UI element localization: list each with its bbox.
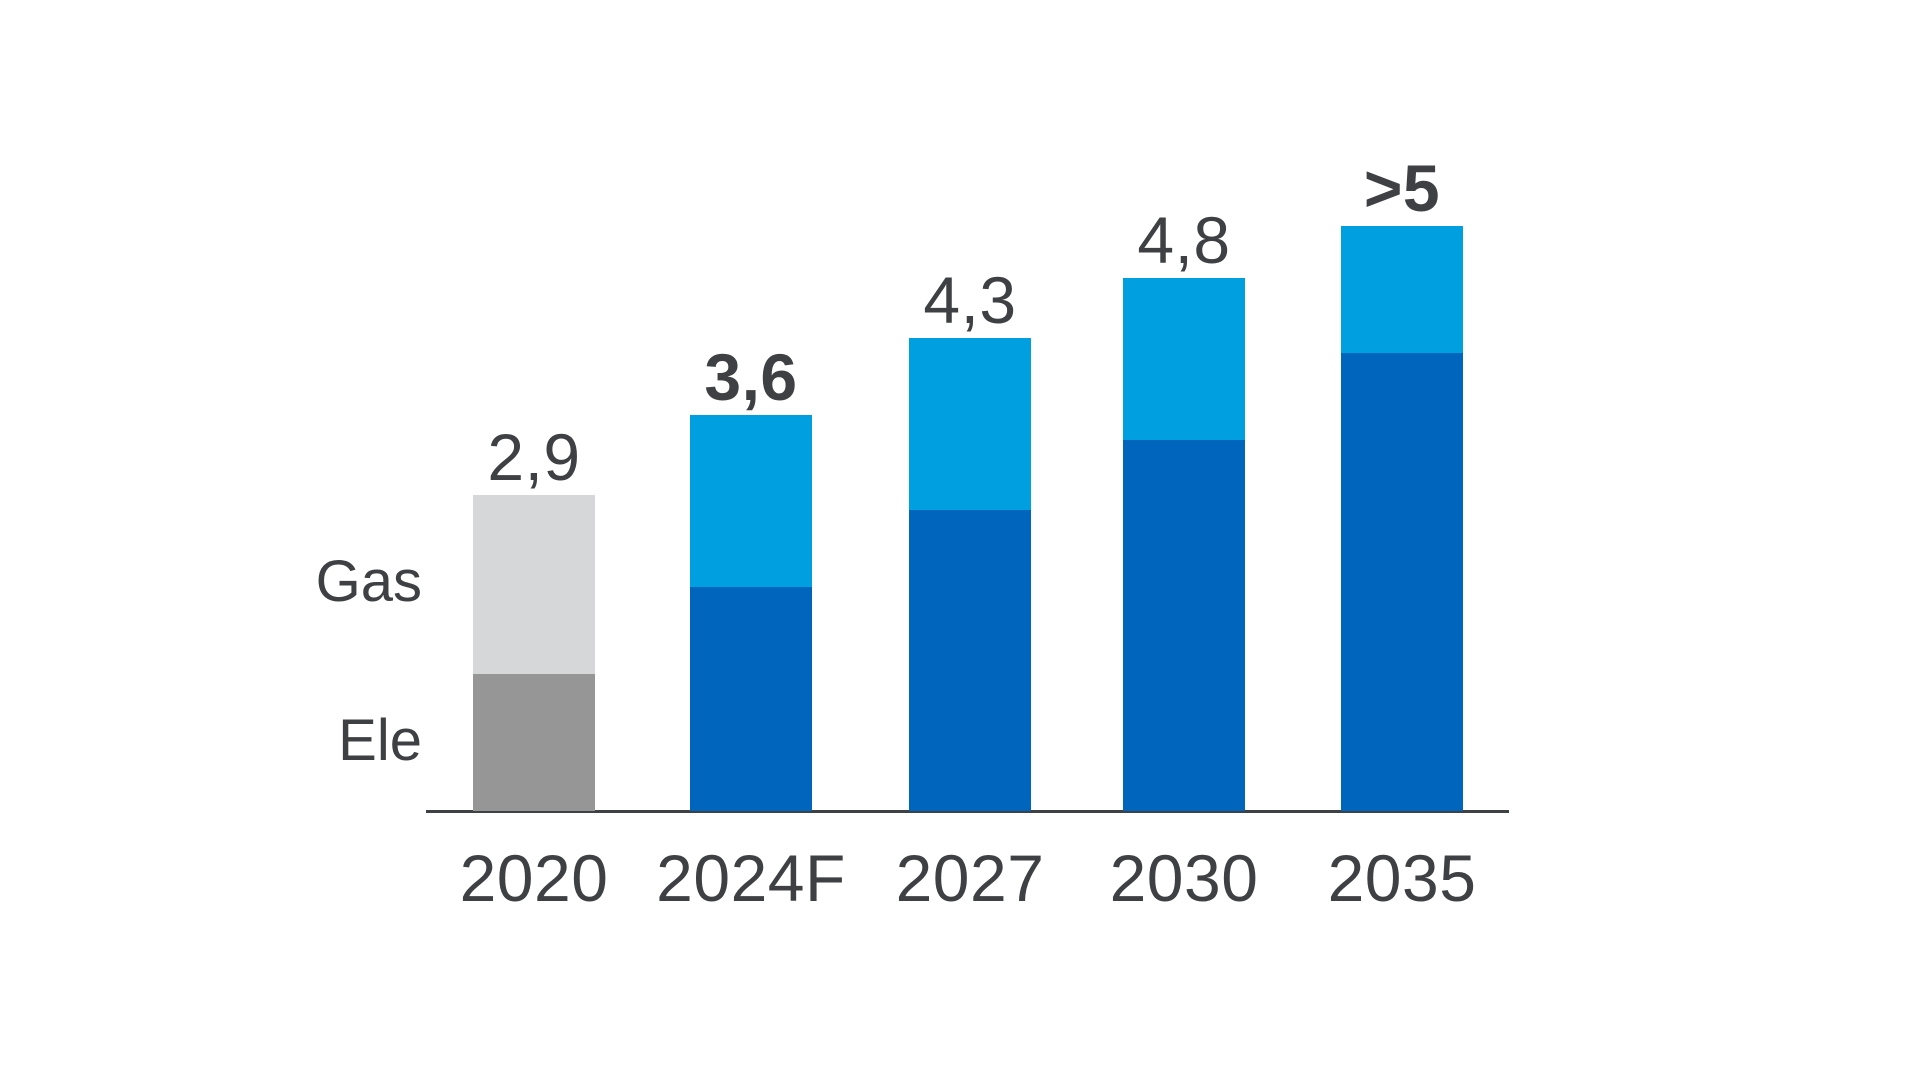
x-axis-line [426,810,1509,813]
x-label-2027: 2027 [895,841,1045,915]
bar-2020 [473,495,595,811]
bar-2027-ele-segment [909,509,1031,811]
x-label-2035: 2035 [1327,841,1477,915]
bar-2024F-ele-segment [690,586,812,811]
x-label-2030: 2030 [1109,841,1259,915]
value-label-2024F: 3,6 [704,340,798,414]
value-label-2030: 4,8 [1137,202,1231,277]
value-label-2035: >5 [1363,150,1441,225]
bar-2020-gas-segment [473,495,595,674]
bar-2024F [690,415,812,811]
series-label-ele: Ele [338,708,422,773]
bar-2035-ele-segment [1341,353,1463,811]
series-label-gas: Gas [315,549,422,614]
bar-2020-ele-segment [473,673,595,811]
x-label-2024F: 2024F [656,841,846,915]
bar-2030-ele-segment [1123,440,1245,811]
bar-2024F-gas-segment [690,415,812,587]
x-label-2020: 2020 [459,841,609,915]
value-label-2027: 4,3 [923,263,1017,337]
bar-2027 [909,338,1031,811]
bar-2027-gas-segment [909,338,1031,510]
value-label-2020: 2,9 [487,420,581,495]
bar-2030 [1123,277,1245,812]
bar-2035-gas-segment [1341,225,1463,354]
bar-2035 [1341,225,1463,811]
bar-2030-gas-segment [1123,277,1245,441]
